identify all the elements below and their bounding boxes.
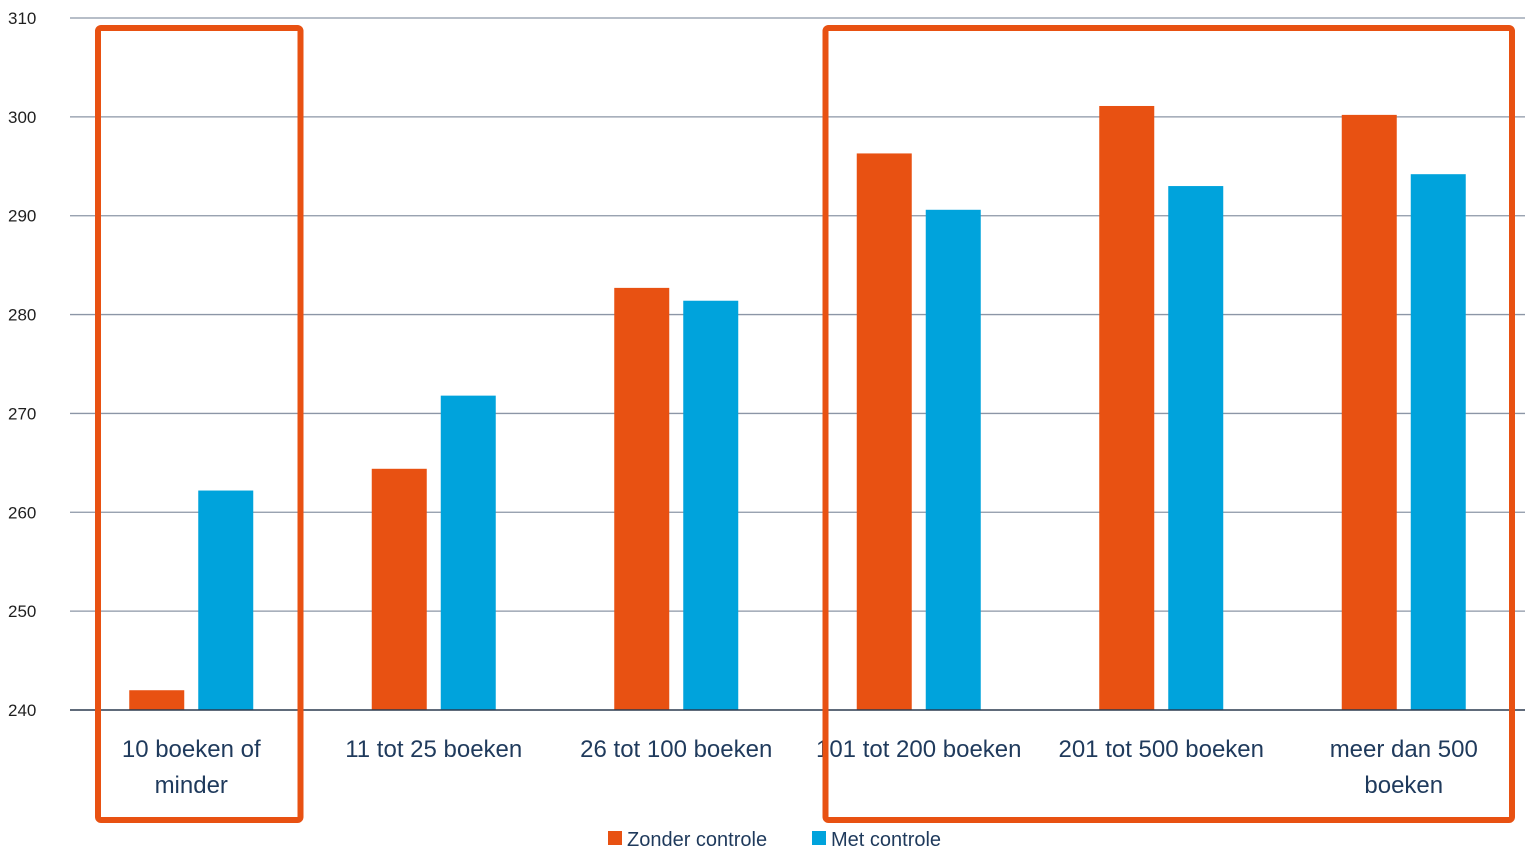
- y-tick-label: 270: [8, 404, 36, 423]
- bar: [614, 287, 670, 710]
- bar: [371, 468, 427, 710]
- gridlines: [70, 17, 1525, 612]
- bar: [1410, 174, 1466, 711]
- bar: [1099, 105, 1155, 711]
- category-label: minder: [155, 772, 228, 799]
- category-labels: 10 boeken of minder 11 tot 25 boeken 26 tot…: [122, 736, 1478, 799]
- highlight-box: [95, 25, 304, 823]
- legend-swatch-zonder-controle: [608, 831, 622, 845]
- bar: [440, 395, 496, 710]
- legend-swatch-met-controle: [812, 831, 826, 845]
- y-tick-label: 240: [8, 701, 36, 720]
- bar: [129, 690, 185, 710]
- category-label: 10 boeken of: [122, 736, 261, 763]
- y-tick-label: 300: [8, 108, 36, 127]
- y-axis-ticks: 240 250 260 270 280 290 300 310: [8, 9, 36, 720]
- y-tick-label: 250: [8, 602, 36, 621]
- y-tick-label: 290: [8, 207, 36, 226]
- y-tick-label: 310: [8, 9, 36, 28]
- highlight-box: [822, 25, 1515, 823]
- y-tick-label: 280: [8, 306, 36, 325]
- category-label: 26 tot 100 boeken: [580, 736, 772, 763]
- bars: [129, 105, 1466, 711]
- category-label: meer dan 500: [1330, 736, 1478, 763]
- highlight-boxes: [95, 25, 1515, 823]
- category-label: 101 tot 200 boeken: [816, 736, 1022, 763]
- y-tick-label: 260: [8, 503, 36, 522]
- legend-label-zonder-controle: Zonder controle: [627, 829, 767, 849]
- category-label: boeken: [1364, 772, 1443, 799]
- bar: [198, 490, 254, 710]
- legend-label-met-controle: Met controle: [831, 829, 941, 849]
- bar: [1341, 114, 1397, 710]
- bar: [925, 209, 981, 711]
- category-label: 201 tot 500 boeken: [1058, 736, 1264, 763]
- bar: [856, 153, 912, 711]
- legend: Zonder controle Met controle: [608, 829, 941, 849]
- bar: [1168, 186, 1224, 711]
- bar: [683, 300, 739, 710]
- category-label: 11 tot 25 boeken: [345, 736, 522, 763]
